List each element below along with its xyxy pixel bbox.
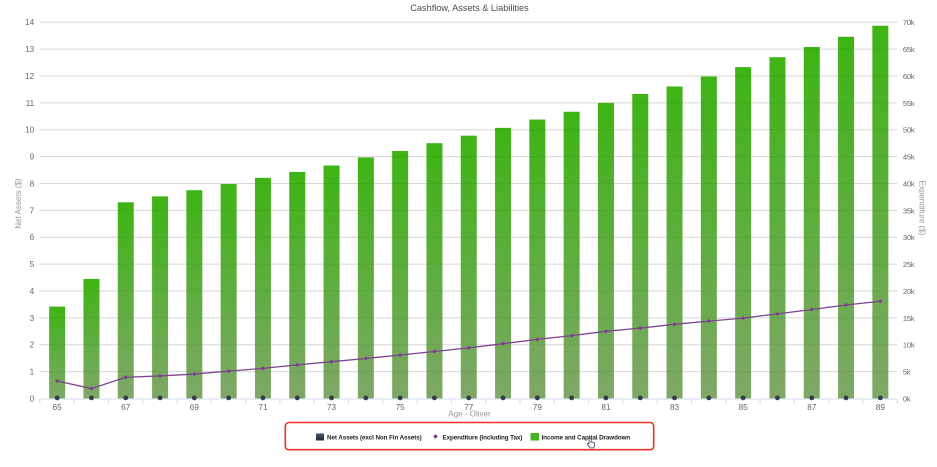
svg-text:50k: 50k xyxy=(903,126,915,135)
svg-text:60k: 60k xyxy=(903,72,915,81)
svg-text:10k: 10k xyxy=(903,341,915,350)
svg-text:40k: 40k xyxy=(903,179,915,188)
svg-text:55k: 55k xyxy=(903,99,915,108)
svg-text:Net Assets (excl Non Fin Asset: Net Assets (excl Non Fin Assets) xyxy=(327,434,422,441)
svg-text:8: 8 xyxy=(30,179,35,188)
svg-text:30k: 30k xyxy=(903,233,915,242)
svg-text:Expenditure (Including Tax): Expenditure (Including Tax) xyxy=(443,434,523,441)
svg-text:Net Assets ($): Net Assets ($) xyxy=(14,178,23,229)
svg-text:70k: 70k xyxy=(903,18,915,27)
svg-text:89: 89 xyxy=(876,403,886,412)
svg-text:13: 13 xyxy=(25,45,35,54)
svg-text:85: 85 xyxy=(739,403,749,412)
svg-text:20k: 20k xyxy=(903,287,915,296)
svg-text:35k: 35k xyxy=(903,206,915,215)
svg-text:14: 14 xyxy=(25,18,35,27)
svg-text:73: 73 xyxy=(327,403,337,412)
svg-text:Age - Oliver: Age - Oliver xyxy=(448,410,491,419)
svg-text:25k: 25k xyxy=(903,260,915,269)
svg-text:0k: 0k xyxy=(903,394,911,403)
svg-text:75: 75 xyxy=(396,403,406,412)
svg-text:9: 9 xyxy=(30,153,35,162)
svg-text:Expenditure ($): Expenditure ($) xyxy=(918,181,927,236)
svg-text:45k: 45k xyxy=(903,153,915,162)
svg-text:Cashflow, Assets & Liabilities: Cashflow, Assets & Liabilities xyxy=(410,3,529,13)
svg-text:81: 81 xyxy=(601,403,611,412)
svg-text:65: 65 xyxy=(53,403,63,412)
svg-text:11: 11 xyxy=(26,99,35,108)
svg-text:0: 0 xyxy=(30,394,35,403)
svg-text:65k: 65k xyxy=(903,45,915,54)
svg-text:15k: 15k xyxy=(903,314,915,323)
svg-text:4: 4 xyxy=(30,287,35,296)
svg-text:77: 77 xyxy=(464,403,474,412)
svg-text:69: 69 xyxy=(190,403,200,412)
svg-text:Income and Capital Drawdown: Income and Capital Drawdown xyxy=(542,434,631,441)
svg-text:67: 67 xyxy=(121,403,131,412)
svg-text:5k: 5k xyxy=(903,368,911,377)
svg-text:6: 6 xyxy=(30,233,35,242)
svg-text:5: 5 xyxy=(30,260,35,269)
svg-text:10: 10 xyxy=(25,126,35,135)
svg-text:79: 79 xyxy=(533,403,543,412)
svg-text:3: 3 xyxy=(30,314,35,323)
svg-text:7: 7 xyxy=(30,206,35,215)
svg-text:12: 12 xyxy=(25,72,35,81)
svg-text:2: 2 xyxy=(30,341,35,350)
svg-text:1: 1 xyxy=(30,368,35,377)
svg-text:71: 71 xyxy=(258,403,268,412)
svg-text:83: 83 xyxy=(670,403,680,412)
svg-text:87: 87 xyxy=(807,403,817,412)
